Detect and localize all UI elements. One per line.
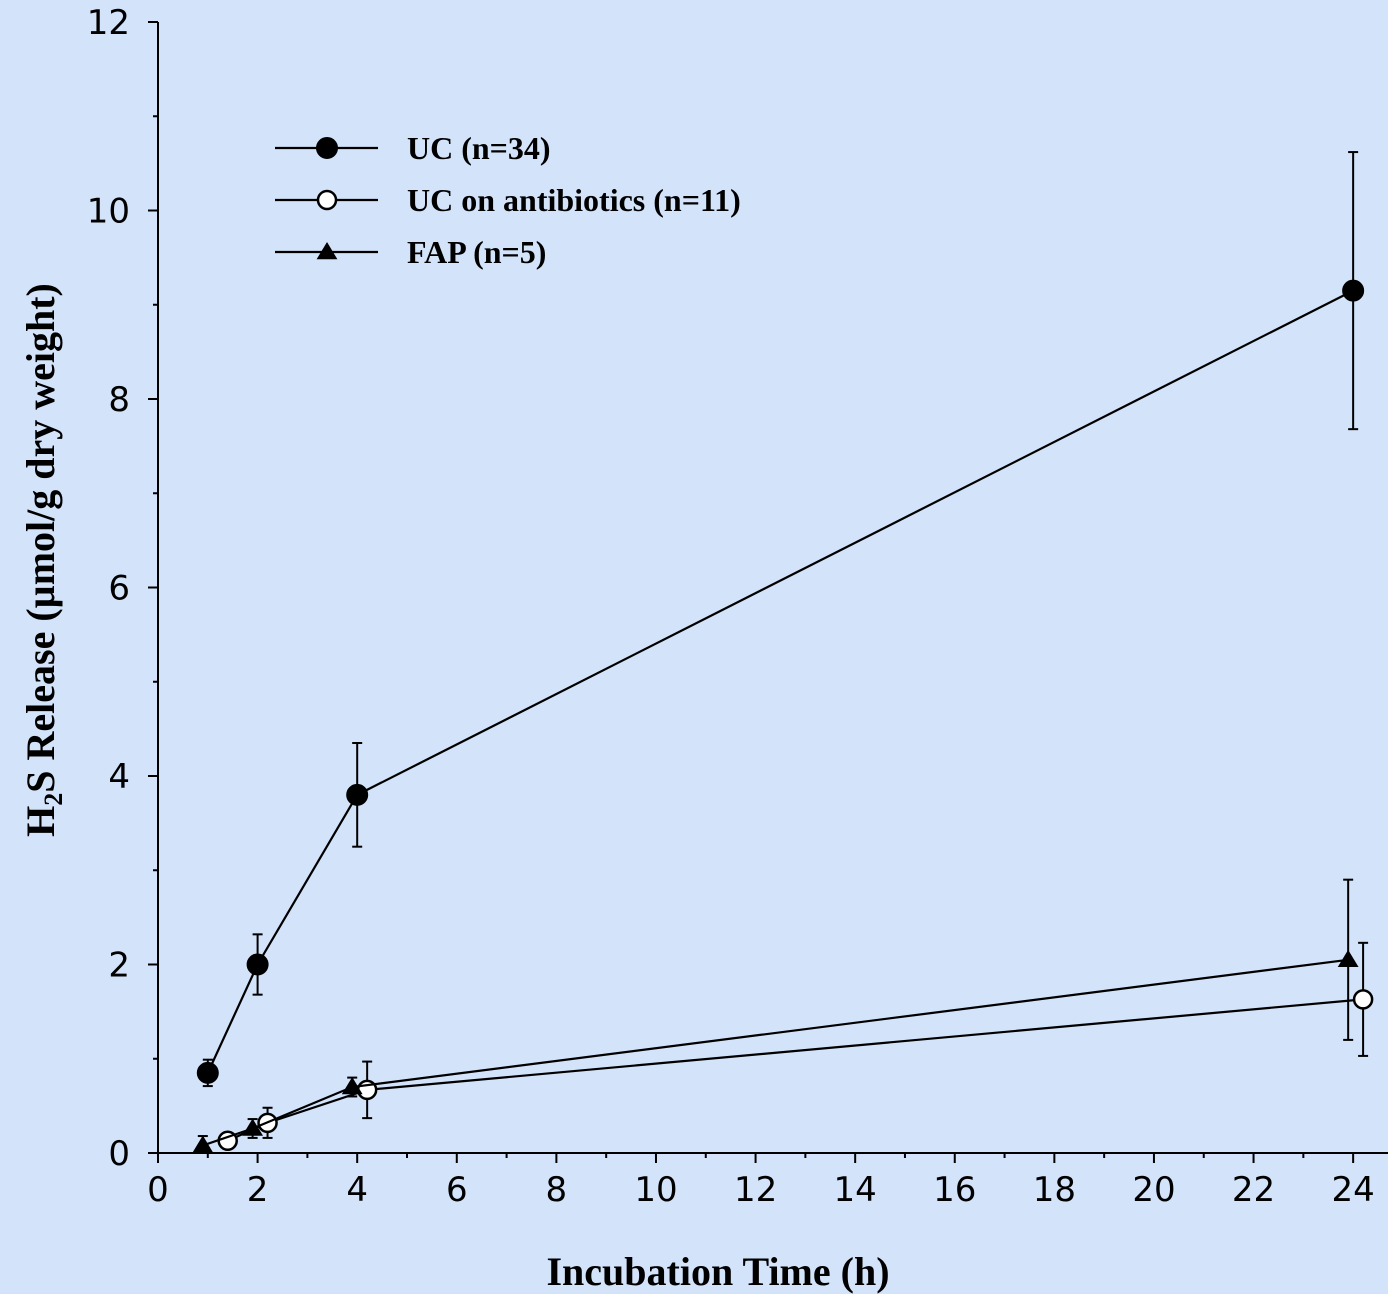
legend-label: FAP (n=5) bbox=[407, 234, 546, 270]
data-point bbox=[316, 189, 338, 211]
legend: UC (n=34) UC on antibiotics (n=11) FAP (n=… bbox=[275, 130, 741, 270]
x-tick-label: 0 bbox=[147, 1170, 169, 1210]
y-axis-title-prefix: H bbox=[18, 806, 63, 837]
data-point bbox=[346, 783, 369, 806]
data-point bbox=[1342, 279, 1365, 302]
series-line bbox=[206, 289, 1354, 1074]
y-tick-label: 0 bbox=[108, 1134, 130, 1174]
x-tick-label: 24 bbox=[1332, 1170, 1375, 1210]
data-point bbox=[1352, 989, 1374, 1010]
data-point bbox=[192, 1135, 214, 1153]
data-point bbox=[341, 1077, 363, 1095]
legend-item: UC (n=34) bbox=[275, 130, 551, 166]
y-tick-label: 6 bbox=[108, 569, 130, 609]
x-axis-title: Incubation Time (h) bbox=[546, 1249, 889, 1294]
y-tick-label: 8 bbox=[108, 380, 130, 420]
data-point bbox=[242, 1118, 264, 1136]
data-point bbox=[1337, 949, 1359, 968]
data-point bbox=[246, 953, 269, 976]
legend-label: UC on antibiotics (n=11) bbox=[407, 182, 741, 218]
y-axis-title: H2S Release (µmol/g dry weight) bbox=[18, 283, 68, 837]
x-tick-label: 16 bbox=[933, 1170, 976, 1210]
y-tick-label: 10 bbox=[87, 192, 130, 232]
x-tick-label: 2 bbox=[247, 1170, 269, 1210]
data-point bbox=[316, 242, 338, 260]
series-1 bbox=[196, 151, 1365, 1088]
y-axis-title-rest: S Release (µmol/g dry weight) bbox=[18, 283, 63, 793]
x-tick-label: 18 bbox=[1033, 1170, 1076, 1210]
data-point bbox=[196, 1061, 219, 1084]
legend-item: UC on antibiotics (n=11) bbox=[275, 182, 741, 218]
x-tick-label: 6 bbox=[446, 1170, 468, 1210]
y-axis-title-subscript: 2 bbox=[39, 793, 68, 806]
x-tick-label: 20 bbox=[1132, 1170, 1175, 1210]
legend-item: FAP (n=5) bbox=[275, 234, 546, 270]
x-tick-label: 22 bbox=[1232, 1170, 1275, 1210]
data-point bbox=[316, 137, 338, 159]
x-tick-label: 14 bbox=[834, 1170, 877, 1210]
x-tick-label: 10 bbox=[634, 1170, 677, 1210]
series-line bbox=[202, 958, 1349, 1147]
y-tick-label: 2 bbox=[108, 946, 130, 986]
legend-label: UC (n=34) bbox=[407, 130, 551, 166]
y-tick-label: 4 bbox=[108, 757, 130, 797]
x-tick-label: 4 bbox=[346, 1170, 368, 1210]
series-3 bbox=[192, 878, 1359, 1154]
x-tick-label: 8 bbox=[546, 1170, 568, 1210]
series-layer bbox=[192, 151, 1374, 1154]
series-line bbox=[227, 998, 1364, 1142]
y-tick-label: 12 bbox=[87, 3, 130, 43]
series-2 bbox=[217, 941, 1374, 1151]
x-tick-label: 12 bbox=[734, 1170, 777, 1210]
